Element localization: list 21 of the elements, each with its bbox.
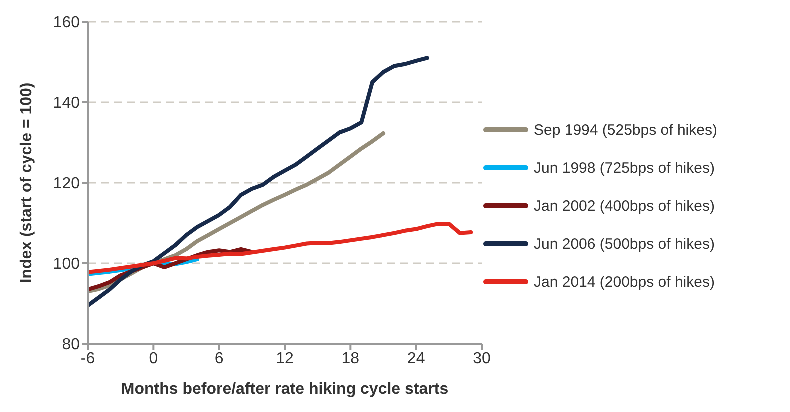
x-tick-label: 30 [473,350,491,368]
x-tick-label: 12 [276,350,294,368]
y-tick-label: 100 [53,256,80,274]
y-axis-title: Index (start of cycle = 100) [18,82,36,284]
x-tick-label: 18 [342,350,360,368]
y-tick-label: 140 [53,95,80,112]
legend-label: Sep 1994 (525bps of hikes) [534,122,718,138]
legend-label: Jan 2014 (200bps of hikes) [534,274,715,290]
line-series [88,56,430,308]
legend-label: Jun 1998 (725bps of hikes) [534,160,715,176]
legend-label: Jun 2006 (500bps of hikes) [534,236,715,252]
y-tick-label: 80 [62,336,80,354]
y-tick-label: 120 [53,176,80,193]
legend-label: Jan 2002 (400bps of hikes) [534,198,715,214]
line-series [88,222,474,274]
x-tick-label: 0 [149,350,158,368]
x-tick-label: 6 [214,350,224,368]
x-axis-title: Months before/after rate hiking cycle starts [121,381,449,398]
x-tick-label: -6 [80,350,96,368]
y-tick-label: 160 [53,14,80,32]
x-tick-label: 24 [407,350,426,368]
